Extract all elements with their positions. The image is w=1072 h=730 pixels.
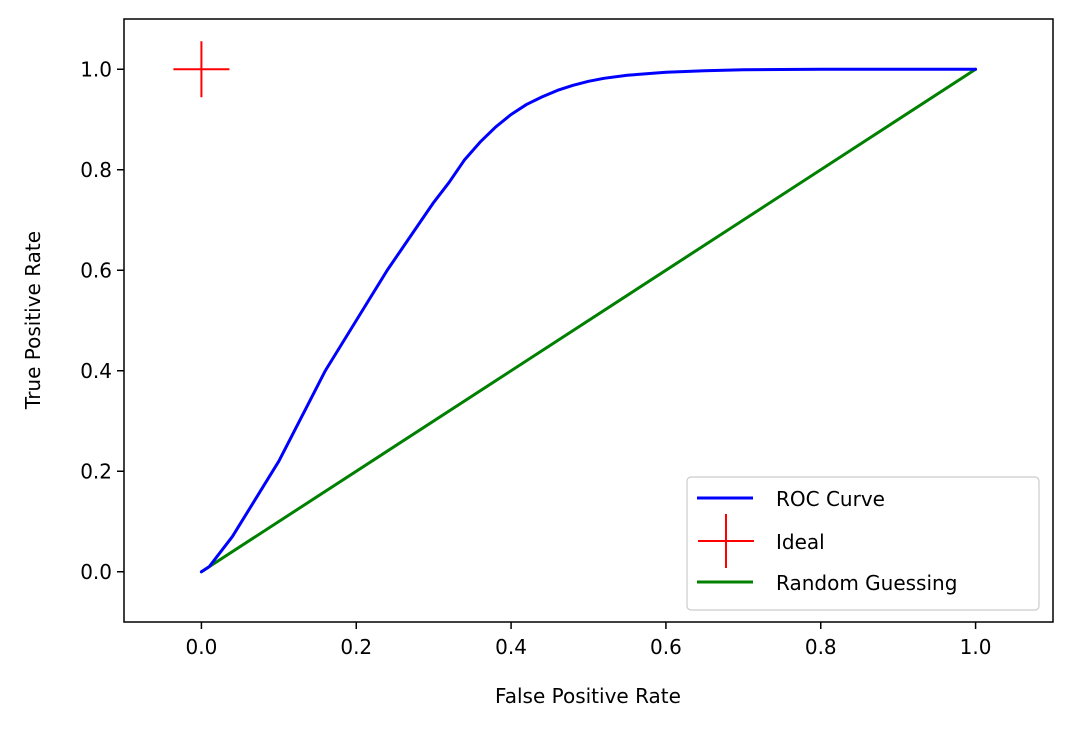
x-tick-label: 0.4 bbox=[495, 635, 527, 659]
legend-label-random: Random Guessing bbox=[776, 571, 957, 595]
x-tick-label: 0.2 bbox=[340, 635, 372, 659]
random-guessing-line bbox=[199, 67, 978, 574]
y-tick-label: 0.4 bbox=[80, 359, 112, 383]
legend-swatch-ideal bbox=[698, 514, 754, 568]
x-tick-label: 0.8 bbox=[805, 635, 837, 659]
series-layer bbox=[173, 41, 978, 574]
y-tick-label: 0.2 bbox=[80, 459, 112, 483]
x-axis-label: False Positive Rate bbox=[495, 684, 681, 708]
x-axis-ticks: 0.0 0.2 0.4 0.6 0.8 1.0 bbox=[186, 622, 992, 659]
legend: ROC Curve Ideal Random Guessing bbox=[686, 476, 1040, 611]
x-tick-label: 0.6 bbox=[650, 635, 682, 659]
roc-curve-line bbox=[199, 67, 978, 574]
y-tick-label: 1.0 bbox=[80, 57, 112, 81]
x-tick-label: 1.0 bbox=[960, 635, 992, 659]
plot-frame bbox=[123, 18, 1054, 623]
y-tick-label: 0.6 bbox=[80, 258, 112, 282]
legend-label-ideal: Ideal bbox=[776, 530, 825, 554]
legend-label-roc: ROC Curve bbox=[776, 487, 885, 511]
y-axis-ticks: 0.0 0.2 0.4 0.6 0.8 1.0 bbox=[80, 57, 124, 584]
x-tick-label: 0.0 bbox=[186, 635, 218, 659]
y-tick-label: 0.0 bbox=[80, 560, 112, 584]
legend-box bbox=[686, 476, 1040, 611]
ideal-marker bbox=[173, 41, 230, 98]
y-tick-label: 0.8 bbox=[80, 158, 112, 182]
y-axis-label: True Positive Rate bbox=[21, 231, 45, 410]
